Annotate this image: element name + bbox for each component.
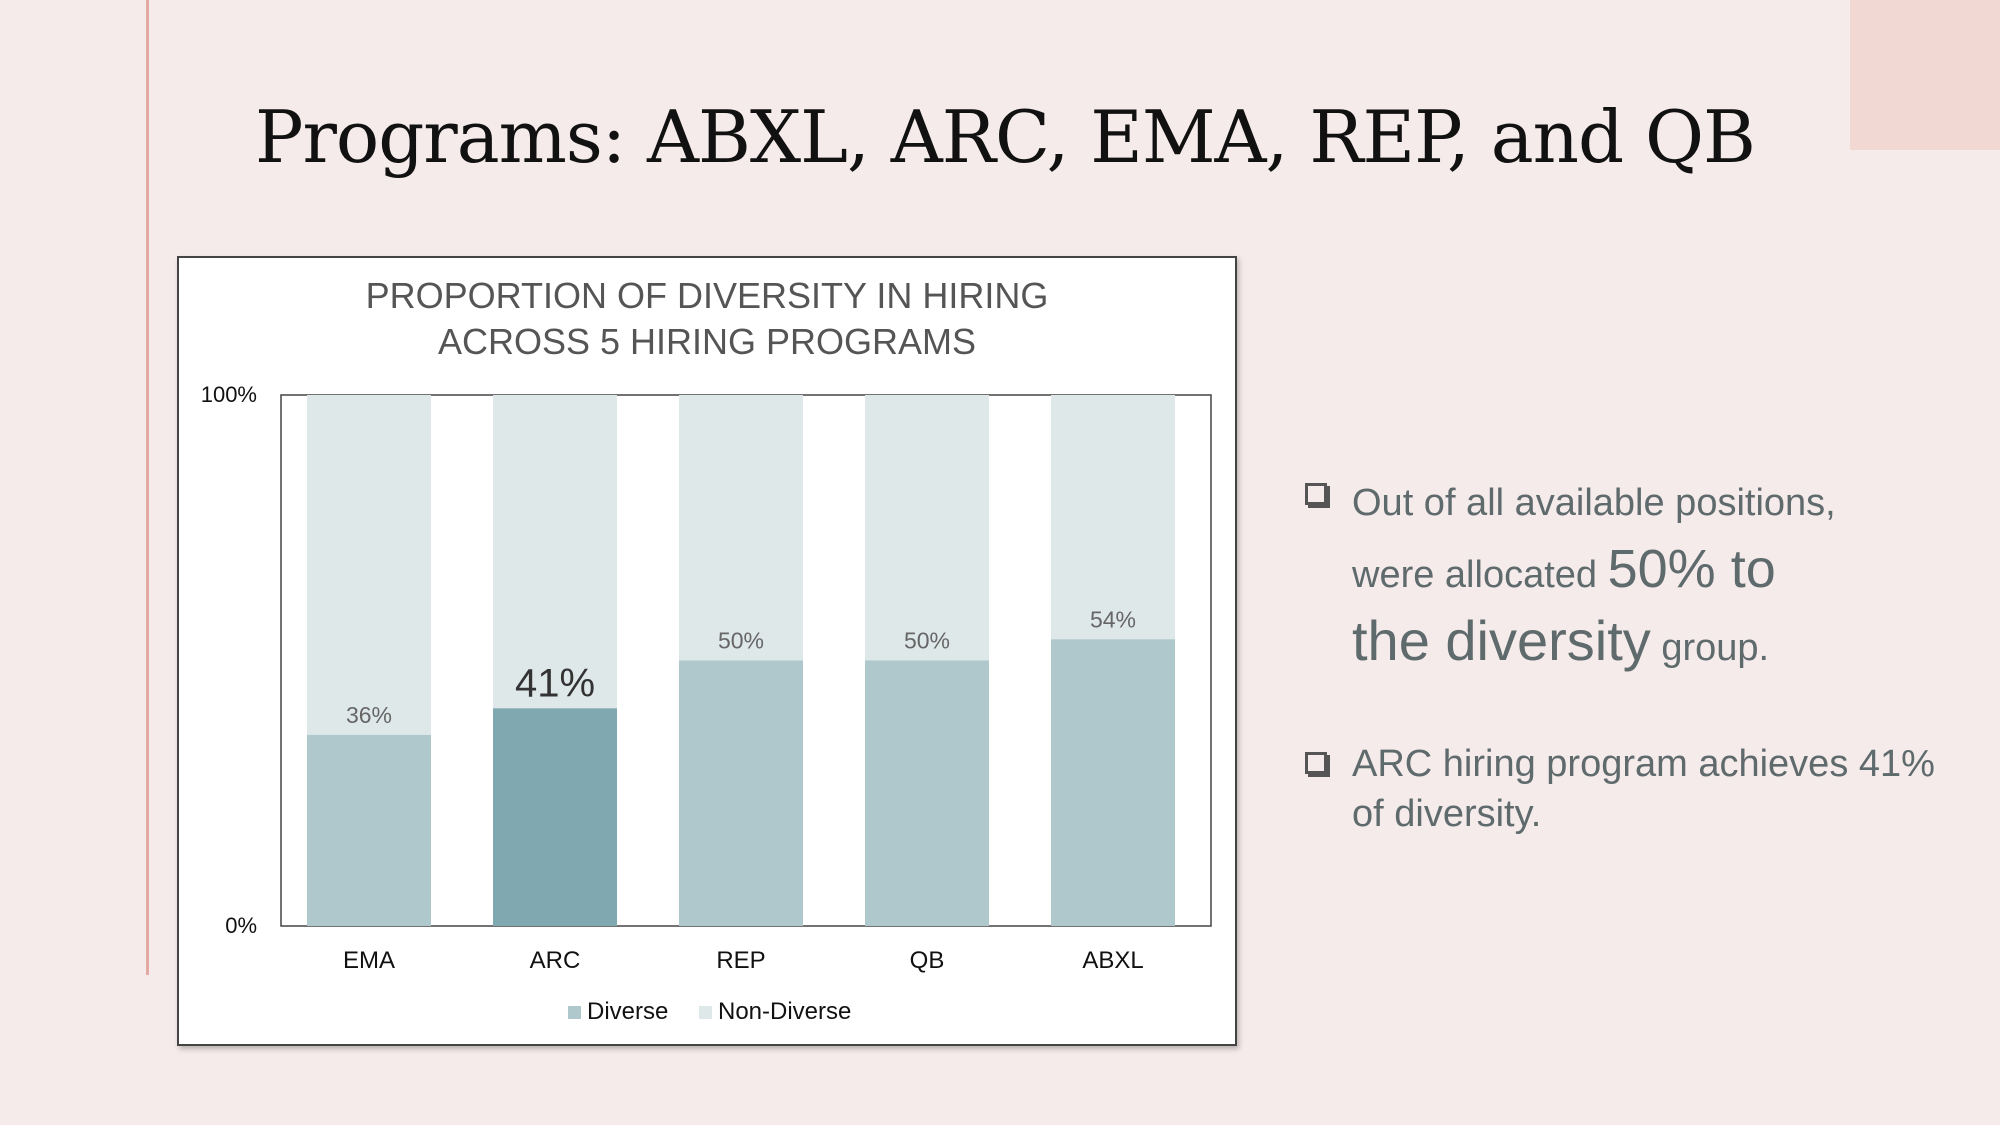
bullet-text: Out of all available positions,: [1352, 482, 1836, 524]
data-label: 50%: [904, 628, 950, 654]
data-label: 36%: [346, 702, 392, 728]
checkbox-bullet-icon: [1305, 483, 1327, 505]
accent-line: [146, 0, 149, 975]
bar-non-diverse: [1051, 395, 1175, 640]
slide-title: Programs: ABXL, ARC, EMA, REP, and QB: [255, 95, 1756, 179]
bullet-item-allocation: Out of all available positions, were all…: [1305, 470, 1965, 681]
x-tick-label: ARC: [530, 947, 581, 974]
bar-non-diverse: [493, 395, 617, 709]
bar-diverse: [307, 734, 431, 926]
bar-diverse: [493, 708, 617, 926]
bullet-highlight-text: 50% to: [1607, 539, 1776, 599]
bullet-text: group.: [1661, 627, 1770, 669]
x-tick-label: ABXL: [1082, 947, 1143, 974]
legend-label: Diverse: [587, 998, 668, 1025]
bullet-list: Out of all available positions, were all…: [1305, 470, 1965, 839]
bar-non-diverse: [679, 395, 803, 661]
chart-title: ACROSS 5 HIRING PROGRAMS: [438, 321, 976, 362]
bar-diverse: [865, 660, 989, 926]
checkbox-bullet-icon: [1305, 752, 1327, 774]
legend-label: Non-Diverse: [718, 998, 851, 1025]
data-label: 54%: [1090, 606, 1136, 632]
bar-chart: PROPORTION OF DIVERSITY IN HIRING ACROSS …: [201, 275, 1212, 1025]
bar-diverse: [1051, 639, 1175, 926]
data-label: 50%: [718, 628, 764, 654]
data-label: 41%: [515, 661, 595, 705]
bullet-text: were allocated: [1352, 554, 1598, 596]
bullet-text: ARC hiring program achieves 41% of diver…: [1352, 743, 1935, 835]
chart-title: PROPORTION OF DIVERSITY IN HIRING: [366, 275, 1049, 316]
y-tick-label: 100%: [201, 382, 257, 407]
x-tick-label: REP: [716, 947, 765, 974]
bullet-item-arc: ARC hiring program achieves 41% of diver…: [1305, 739, 1965, 839]
legend-swatch-non-diverse: [699, 1006, 712, 1019]
corner-decoration: [1850, 0, 2000, 150]
chart-container: PROPORTION OF DIVERSITY IN HIRING ACROSS …: [177, 256, 1237, 1046]
bar-diverse: [679, 660, 803, 926]
legend-swatch-diverse: [568, 1006, 581, 1019]
bar-non-diverse: [865, 395, 989, 661]
bullet-highlight-text: the diversity: [1352, 609, 1651, 672]
bar-non-diverse: [307, 395, 431, 735]
x-tick-label: EMA: [343, 947, 395, 974]
y-tick-label: 0%: [225, 913, 257, 938]
x-tick-label: QB: [910, 947, 945, 974]
